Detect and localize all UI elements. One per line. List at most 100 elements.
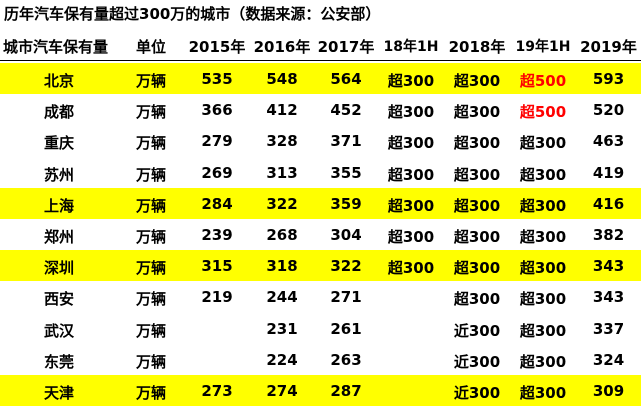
table-cell: 273 — [201, 382, 233, 400]
table-cell: 超500 — [519, 72, 567, 90]
table-cell: 万辆 — [135, 290, 166, 309]
table-cell: 271 — [330, 288, 362, 307]
table-cell: 万辆 — [135, 165, 166, 184]
table-cell: 244 — [266, 288, 298, 307]
table-cell: 超300 — [519, 228, 567, 246]
header-cell: 18年1H — [383, 39, 439, 55]
title: 历年汽车保有量超过300万的城市（数据来源：公安部） — [4, 5, 381, 23]
table-cell: 万辆 — [135, 321, 166, 340]
table-cell: 超300 — [519, 384, 567, 402]
table-row: 上海 万辆 284 322 359 超300 超300 超300 416 — [0, 187, 641, 219]
table-cell: 超300 — [519, 165, 567, 184]
table-cell: 北京 — [43, 72, 74, 90]
table-cell: 355 — [330, 163, 362, 182]
table-cell: 452 — [330, 101, 362, 120]
table-cell: 564 — [330, 70, 362, 88]
table-row: 天津 万辆 273 274 287 近300 超300 309 — [0, 375, 641, 407]
table-cell: 274 — [266, 382, 298, 400]
table-cell: 419 — [592, 163, 625, 182]
table-cell: 284 — [201, 194, 233, 213]
table-cell: 武汉 — [43, 321, 74, 340]
table-cell: 263 — [330, 350, 362, 369]
table-cell: 322 — [266, 194, 298, 213]
table-cell: 超300 — [453, 196, 501, 215]
table-row: 成都 万辆 366 412 452 超300 超300 超500 520 — [0, 94, 641, 125]
header-cell: 2019年 — [580, 38, 637, 56]
table-cell: 359 — [330, 194, 362, 213]
table-cell: 万辆 — [135, 384, 166, 402]
table-cell: 313 — [266, 163, 298, 182]
table-cell: 279 — [201, 132, 233, 151]
table-cell: 268 — [266, 226, 298, 244]
table-cell: 超300 — [387, 103, 435, 122]
table-cell: 318 — [266, 257, 298, 276]
table-cell: 328 — [266, 132, 298, 151]
table-cell: 超300 — [519, 259, 567, 278]
table-row: 东莞 万辆 224 263 近300 超300 324 — [0, 344, 641, 375]
table-row: 深圳 万辆 315 318 322 超300 超300 超300 343 — [0, 250, 641, 282]
table-cell: 超300 — [387, 259, 435, 278]
table-cell: 239 — [201, 226, 233, 244]
table-cell: 近300 — [453, 384, 501, 402]
table-cell: 322 — [330, 257, 362, 276]
table-cell: 超300 — [387, 72, 435, 90]
table-row: 郑州 万辆 239 268 304 超300 超300 超300 382 — [0, 219, 641, 250]
table-cell: 超300 — [519, 134, 567, 153]
table-cell: 337 — [592, 319, 625, 338]
table-cell: 548 — [266, 70, 298, 88]
table-row: 武汉 万辆 231 261 近300 超300 337 — [0, 313, 641, 344]
table-cell: 324 — [592, 350, 625, 369]
header-cell: 2017年 — [317, 38, 375, 56]
table-cell: 超300 — [519, 352, 567, 371]
table-cell: 万辆 — [135, 134, 166, 153]
table-cell: 269 — [201, 163, 233, 182]
table-cell: 超300 — [453, 228, 501, 246]
header-cell: 单位 — [135, 38, 166, 56]
table-row: 西安 万辆 219 244 271 超300 超300 343 — [0, 281, 641, 312]
table-cell: 万辆 — [135, 72, 166, 90]
header-row: 城市汽车保有量 单位 2015年 2016年 2017年 18年1H 2018年 19年1H 2… — [0, 32, 641, 61]
table-cell: 535 — [201, 70, 233, 88]
table-cell: 309 — [592, 382, 625, 400]
table-cell: 万辆 — [135, 103, 166, 122]
table-cell: 超300 — [453, 290, 501, 309]
table-cell: 261 — [330, 319, 362, 338]
table-row: 苏州 万辆 269 313 355 超300 超300 超300 419 — [0, 157, 641, 188]
table-cell: 深圳 — [43, 259, 74, 278]
table-cell: 重庆 — [43, 134, 74, 153]
table-cell: 万辆 — [135, 352, 166, 371]
table-cell: 520 — [592, 101, 625, 120]
table-cell: 超300 — [519, 321, 567, 340]
table-cell: 天津 — [43, 384, 74, 402]
table-cell: 超300 — [453, 72, 501, 90]
table-row: 北京 万辆 535 548 564 超300 超300 超500 593 — [0, 63, 641, 95]
header-cell: 2015年 — [188, 38, 246, 56]
table-cell: 超300 — [519, 290, 567, 309]
table-cell: 东莞 — [43, 352, 74, 371]
table-cell: 超300 — [519, 196, 567, 215]
table-cell: 万辆 — [135, 228, 166, 246]
table-cell: 343 — [592, 288, 625, 307]
table-cell: 366 — [201, 101, 233, 120]
table-cell: 西安 — [43, 290, 74, 309]
table-cell: 成都 — [43, 103, 74, 122]
table-row: 重庆 万辆 279 328 371 超300 超300 超300 463 — [0, 125, 641, 156]
table-cell: 超300 — [387, 228, 435, 246]
table-cell: 287 — [330, 382, 362, 400]
table-cell: 416 — [592, 194, 625, 213]
table-cell: 371 — [330, 132, 362, 151]
table-cell: 219 — [201, 288, 233, 307]
table-cell: 593 — [592, 70, 625, 88]
header-cell: 2018年 — [448, 38, 506, 56]
table-cell: 315 — [201, 257, 233, 276]
table-cell: 304 — [330, 226, 362, 244]
table-cell: 超300 — [387, 165, 435, 184]
header-cell: 19年1H — [515, 39, 571, 55]
table-cell: 231 — [266, 319, 298, 338]
table-cell: 近300 — [453, 321, 501, 340]
table-cell: 苏州 — [43, 165, 74, 184]
table-cell: 超300 — [453, 259, 501, 278]
table-cell: 超300 — [453, 134, 501, 153]
table-cell: 上海 — [43, 196, 74, 215]
